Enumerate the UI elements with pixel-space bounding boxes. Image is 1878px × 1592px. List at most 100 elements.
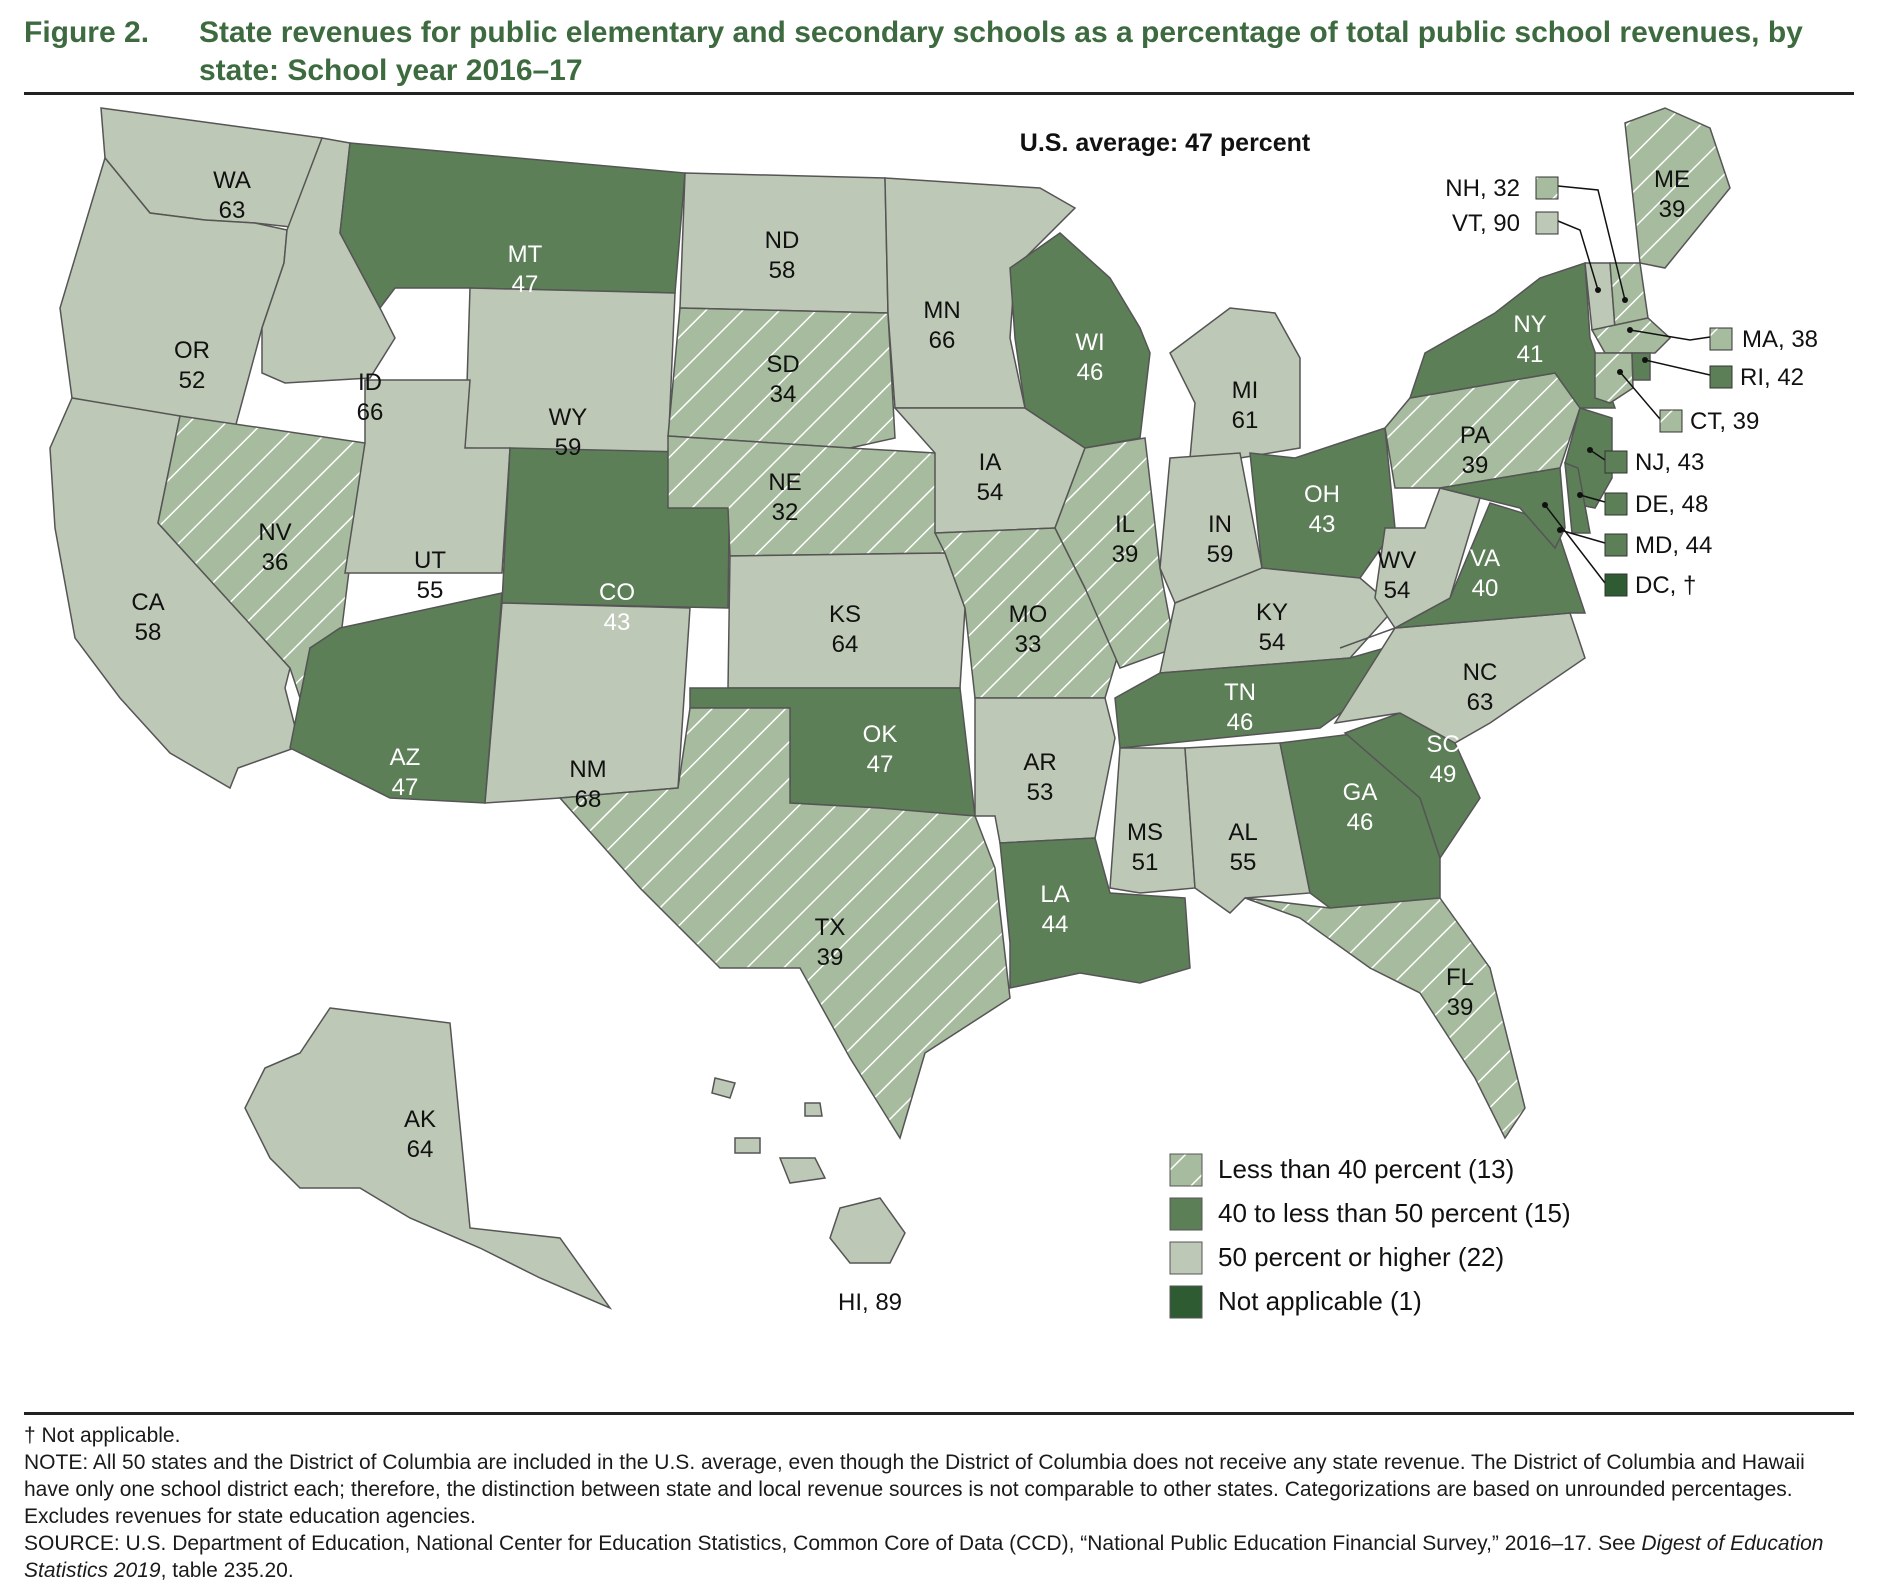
state-value-nv: 36 — [262, 549, 289, 576]
callout-swatch-de — [1604, 492, 1628, 516]
legend-label-50-or-higher: 50 percent or higher (22) — [1218, 1242, 1504, 1272]
callout-label-ct: CT, 39 — [1690, 408, 1759, 435]
state-label-mt: MT — [508, 241, 543, 268]
state-label-ne: NE — [768, 469, 801, 496]
state-shape-mt — [339, 142, 686, 310]
state-shape-tx — [558, 707, 1011, 1140]
figure-title-text: State revenues for public elementary and… — [199, 16, 1803, 87]
state-label-ia: IA — [979, 449, 1002, 476]
state-label-va: VA — [1470, 545, 1500, 572]
state-value-ca: 58 — [135, 619, 162, 646]
state-shape-ma — [1590, 317, 1672, 354]
state-value-or: 52 — [179, 367, 206, 394]
callout-leader-ma — [1629, 329, 1711, 341]
state-label-sd: SD — [766, 351, 799, 378]
state-shape-wi — [1009, 232, 1151, 449]
callout-label-md: MD, 44 — [1635, 532, 1712, 559]
state-value-va: 40 — [1472, 575, 1499, 602]
state-value-mo: 33 — [1015, 631, 1042, 658]
state-value-in: 59 — [1207, 541, 1234, 568]
state-label-wv: WV — [1378, 547, 1417, 574]
state-label-co: CO — [599, 579, 635, 606]
state-value-ia: 54 — [977, 479, 1004, 506]
state-value-wa: 63 — [219, 197, 246, 224]
state-shape-hi — [711, 1077, 736, 1099]
callout-dot-ma — [1627, 327, 1633, 333]
source-text: SOURCE: U.S. Department of Education, Na… — [24, 1530, 1854, 1584]
state-shape-nh — [1609, 262, 1649, 329]
state-shape-ct — [1594, 352, 1634, 404]
state-label-ms: MS — [1127, 819, 1163, 846]
state-value-wv: 54 — [1384, 577, 1411, 604]
source-suffix: , table 235.20. — [160, 1559, 294, 1582]
state-shape-hi — [804, 1102, 823, 1117]
callout-swatch-nh — [1535, 176, 1559, 200]
state-label-in: IN — [1208, 511, 1232, 538]
callout-dot-nj — [1587, 447, 1593, 453]
notes-block: † Not applicable. NOTE: All 50 states an… — [24, 1422, 1854, 1584]
state-label-nc: NC — [1463, 659, 1498, 686]
legend-swatch-40-to-50 — [1169, 1197, 1203, 1231]
state-label-ar: AR — [1023, 749, 1056, 776]
legend-swatch-less-than-40 — [1169, 1153, 1203, 1187]
legend: Less than 40 percent (13) 40 to less than… — [1169, 1153, 1571, 1319]
state-value-tn: 46 — [1227, 709, 1254, 736]
state-value-ak: 64 — [407, 1136, 434, 1163]
state-value-ut: 55 — [417, 577, 444, 604]
callout-label-nh: NH, 32 — [1445, 175, 1520, 202]
state-value-sd: 34 — [770, 381, 797, 408]
state-label-ga: GA — [1343, 779, 1378, 806]
state-value-oh: 43 — [1309, 511, 1336, 538]
callouts-layer: NH, 32 VT, 90 MA, 38 RI, 42 CT, 39 NJ, 43 DE, … — [838, 175, 1818, 1316]
state-value-mn: 66 — [929, 327, 956, 354]
notes-rule — [24, 1412, 1854, 1415]
callout-label-de: DE, 48 — [1635, 491, 1708, 518]
figure-title: Figure 2. State revenues for public elem… — [24, 14, 1854, 90]
callout-swatch-dc — [1604, 573, 1628, 597]
state-label-or: OR — [174, 337, 210, 364]
state-value-wi: 46 — [1077, 359, 1104, 386]
state-label-ks: KS — [829, 601, 861, 628]
state-value-nc: 63 — [1467, 689, 1494, 716]
callout-swatch-ri — [1709, 365, 1733, 389]
callout-swatch-ct — [1659, 409, 1683, 433]
state-label-ny: NY — [1513, 311, 1546, 338]
state-label-nv: NV — [258, 519, 291, 546]
callout-leader-dc — [1544, 504, 1606, 584]
title-rule — [24, 92, 1854, 95]
state-value-la: 44 — [1042, 911, 1069, 938]
state-label-la: LA — [1040, 881, 1069, 908]
state-label-wa: WA — [213, 167, 251, 194]
state-shape-md — [1439, 467, 1566, 550]
state-shape-ks — [727, 552, 966, 689]
state-value-me: 39 — [1659, 196, 1686, 223]
state-label-oh: OH — [1304, 481, 1340, 508]
state-value-ok: 47 — [867, 751, 894, 778]
callout-label-vt: VT, 90 — [1452, 210, 1520, 237]
choropleth-map: WA 63 OR 52 CA 58 ID 66 NV 36 MT 47 WY 59 UT 55 AZ 47 CO 43… — [49, 107, 1818, 1319]
state-value-al: 55 — [1230, 849, 1257, 876]
state-label-fl: FL — [1446, 964, 1474, 991]
dagger-note: † Not applicable. — [24, 1424, 181, 1447]
state-label-tx: TX — [815, 914, 846, 941]
state-shape-mi — [1169, 307, 1301, 459]
state-value-nm: 68 — [575, 786, 602, 813]
callout-leader-nj — [1589, 449, 1606, 461]
state-shape-ms — [1109, 747, 1196, 894]
callout-dot-ri — [1642, 357, 1648, 363]
callout-dot-ct — [1617, 369, 1623, 375]
callout-label-ma: MA, 38 — [1742, 326, 1818, 353]
callout-label-nj: NJ, 43 — [1635, 449, 1704, 476]
state-value-ms: 51 — [1132, 849, 1159, 876]
state-value-mt: 47 — [512, 271, 539, 298]
state-label-wi: WI — [1075, 329, 1104, 356]
us-average-label: U.S. average: 47 percent — [1020, 129, 1311, 157]
state-value-ny: 41 — [1517, 341, 1544, 368]
state-label-mo: MO — [1009, 601, 1048, 628]
legend-label-not-applicable: Not applicable (1) — [1218, 1286, 1422, 1316]
state-label-tn: TN — [1224, 679, 1256, 706]
state-label-ky: KY — [1256, 599, 1288, 626]
state-label-il: IL — [1115, 511, 1135, 538]
source-prefix: SOURCE: U.S. Department of Education, Na… — [24, 1532, 1642, 1555]
callout-leader-nh — [1557, 185, 1626, 301]
